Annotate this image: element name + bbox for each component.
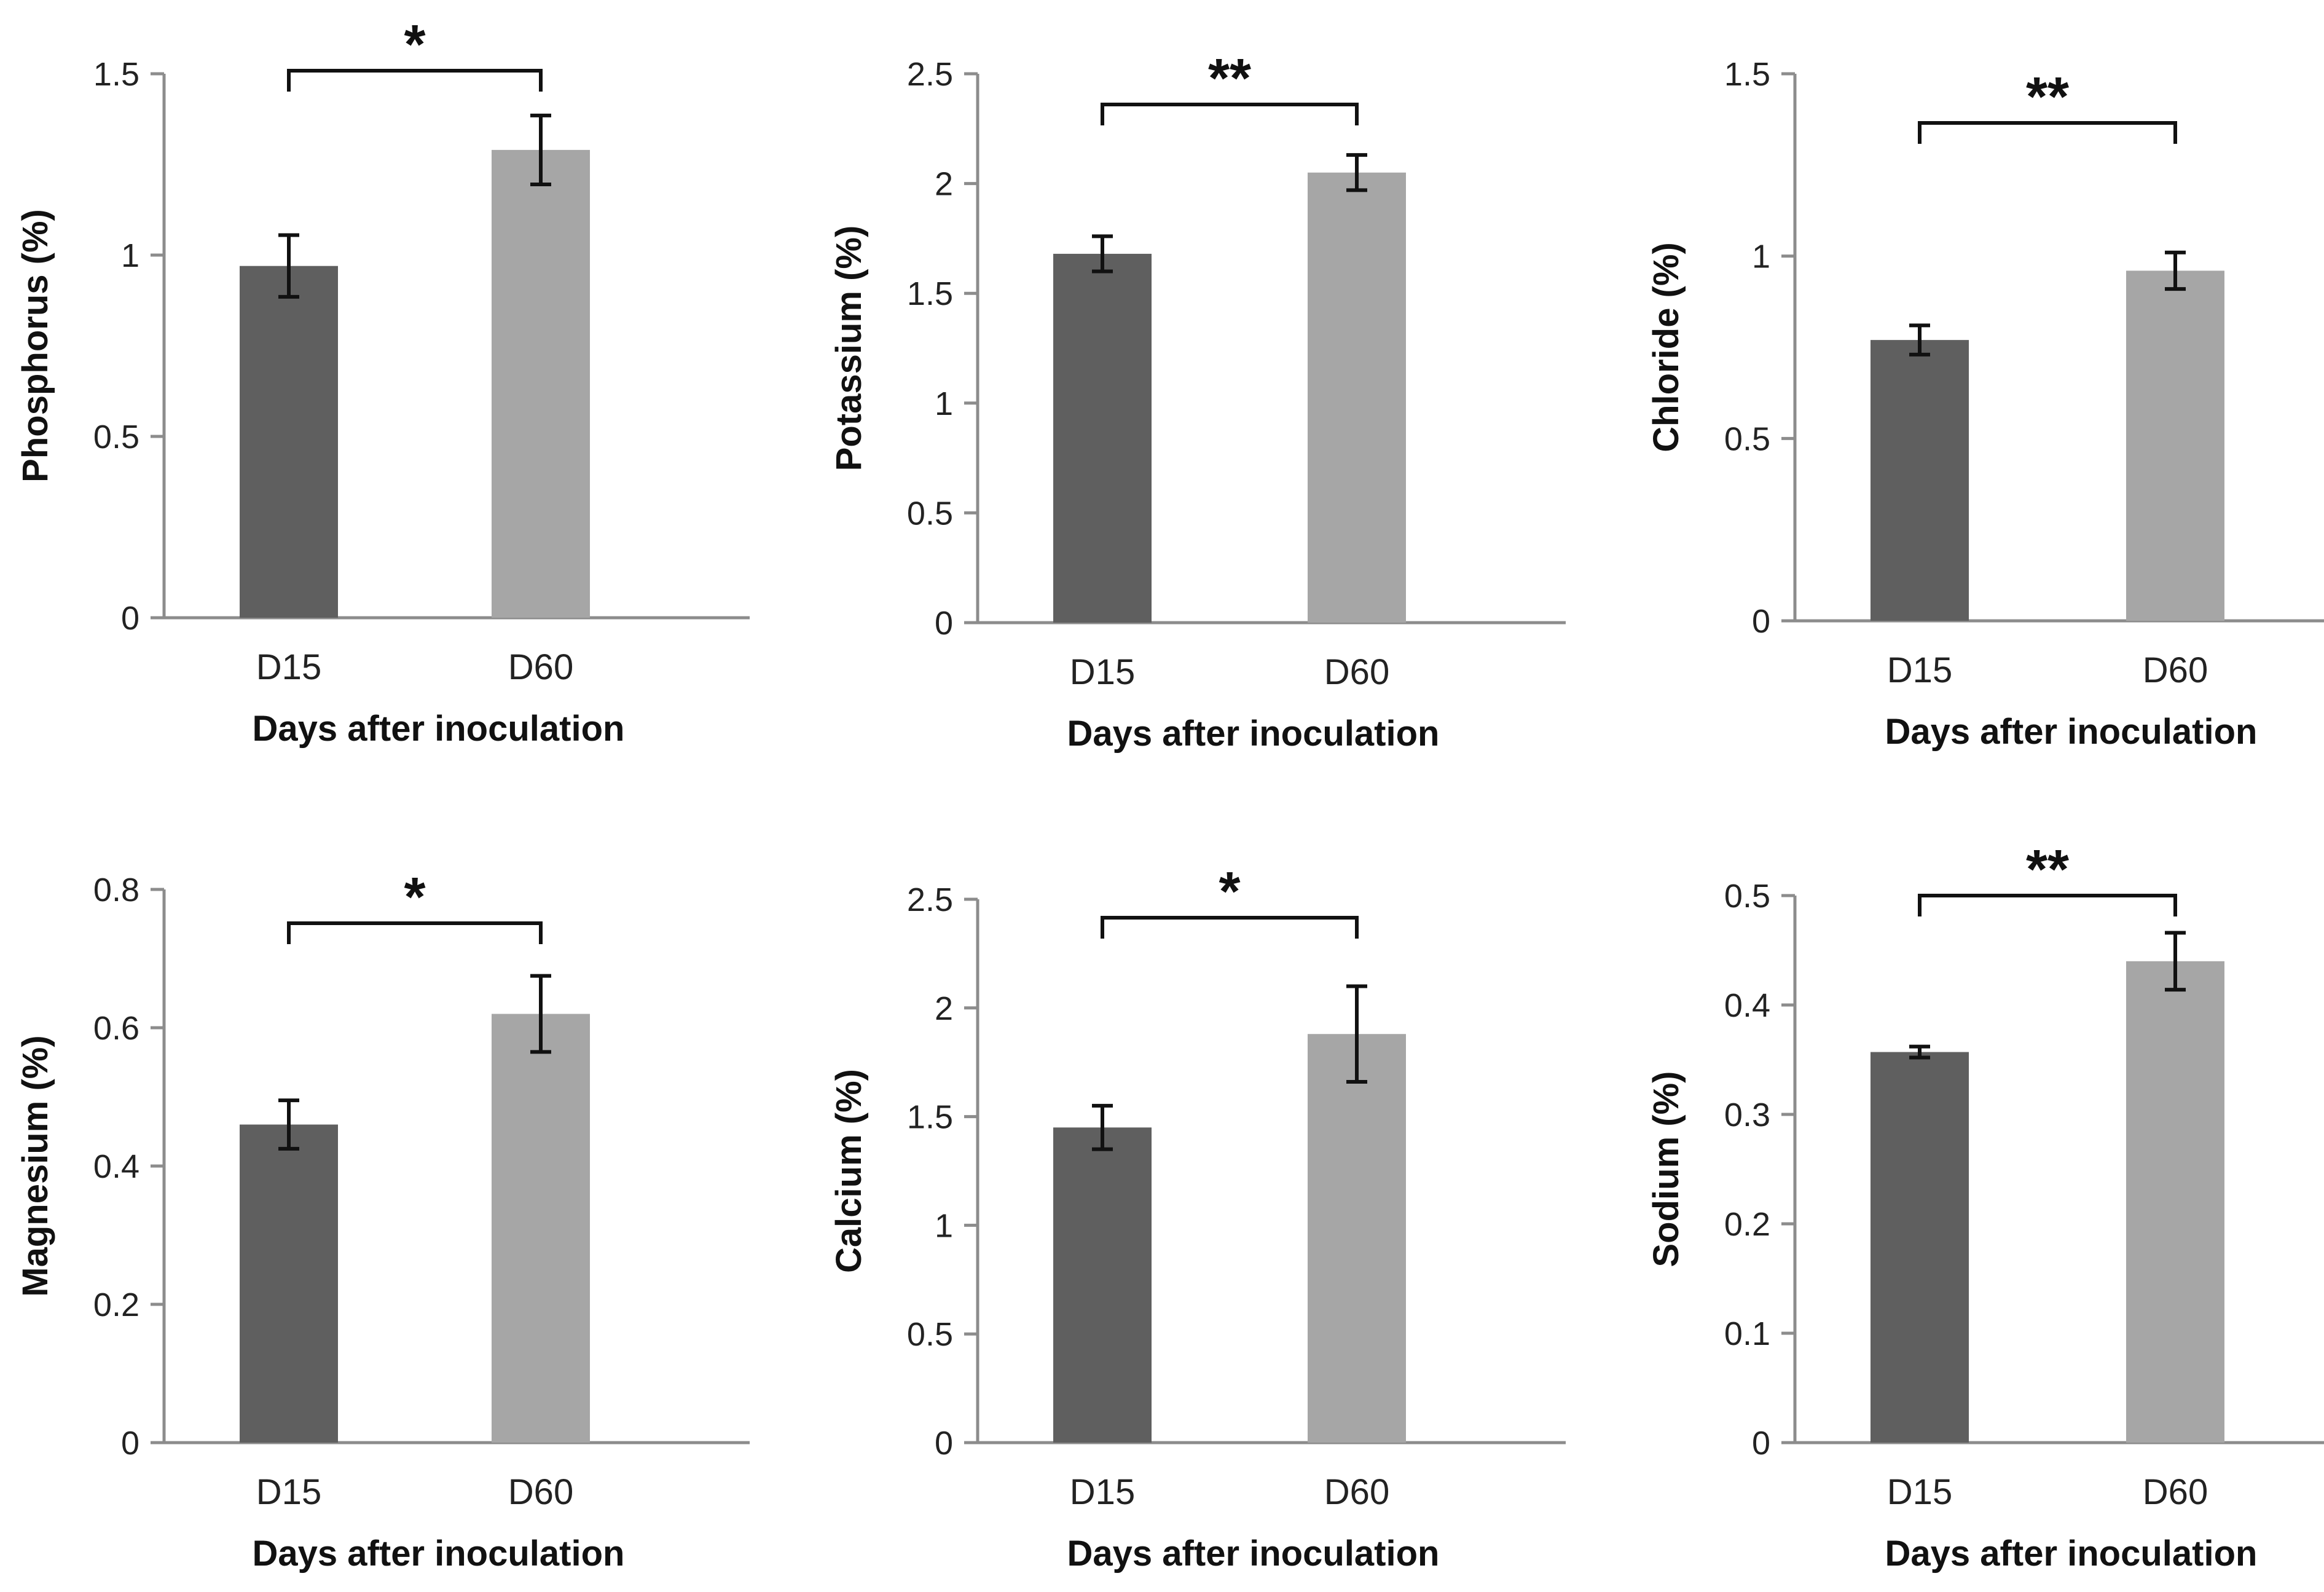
x-category-label: D15: [1070, 652, 1135, 692]
y-axis-title: Magnesium (%): [15, 1035, 55, 1296]
bar-d60: [492, 1014, 590, 1443]
error-bar: [1092, 1103, 1113, 1151]
x-category-label: D60: [1324, 652, 1389, 692]
chart-panel-3: 0 0.5 1 1.5 D15 D60 ** Days after inoculation Ch…: [1646, 56, 2324, 752]
significance-bracket: [287, 921, 543, 944]
y-tick-label: 2.5: [907, 881, 953, 918]
significance-marker: *: [404, 867, 425, 928]
y-tick-label: 0: [935, 1425, 953, 1462]
x-category-label: D15: [1070, 1472, 1135, 1512]
y-tick-label: 2: [935, 166, 953, 203]
x-axis-title: Days after inoculation: [253, 1534, 625, 1574]
bar-d60: [2126, 961, 2224, 1443]
y-tick-label: 1.5: [907, 275, 953, 312]
chart-panel-2: 0 0.5 1 1.5 2 2.5 D15 D60 ** Days after inoculati…: [829, 48, 1566, 754]
x-axis-title: Days after inoculation: [1067, 714, 1440, 754]
y-tick-label: 0: [935, 605, 953, 642]
y-tick-label: 0.2: [1724, 1206, 1770, 1243]
x-category-label: D60: [2143, 650, 2208, 690]
bar-d60: [2126, 270, 2224, 621]
bar-d15: [240, 266, 338, 618]
error-bar: [278, 1098, 299, 1151]
y-tick-label: 1.5: [1724, 56, 1770, 93]
bar-d60: [492, 149, 590, 618]
bar-d60: [1308, 1034, 1406, 1443]
x-category-label: D60: [1324, 1472, 1389, 1512]
y-tick-label: 0.2: [93, 1287, 139, 1323]
y-tick-label: 0.8: [93, 872, 139, 908]
bar-d15: [1871, 1052, 1969, 1443]
bar-d15: [1871, 340, 1969, 621]
x-axis-title: Days after inoculation: [1885, 712, 2258, 752]
significance-marker: **: [1208, 48, 1251, 109]
significance-marker: *: [404, 14, 425, 76]
y-axis-title: Chloride (%): [1646, 242, 1686, 452]
x-category-label: D60: [508, 647, 573, 687]
y-axis-title: Sodium (%): [1646, 1071, 1686, 1267]
y-tick-label: 0.5: [93, 419, 139, 455]
bar-d60: [1308, 172, 1406, 623]
y-tick-label: 0.5: [1724, 878, 1770, 915]
y-tick-label: 0.5: [907, 1316, 953, 1353]
y-tick-label: 0: [121, 1425, 139, 1462]
y-tick-label: 0.4: [93, 1148, 139, 1185]
x-category-label: D15: [1887, 650, 1952, 690]
error-bar: [278, 233, 299, 299]
significance-bracket: [1918, 121, 2177, 144]
y-tick-label: 1.5: [907, 1099, 953, 1136]
y-tick-label: 2.5: [907, 56, 953, 93]
significance-marker: **: [2026, 839, 2069, 900]
y-tick-label: 1: [1752, 238, 1770, 275]
significance-bracket: [1101, 916, 1359, 939]
y-tick-label: 0.1: [1724, 1315, 1770, 1352]
y-tick-label: 0.5: [907, 495, 953, 532]
x-category-label: D15: [256, 647, 321, 687]
y-tick-label: 2: [935, 990, 953, 1027]
error-bar: [2165, 931, 2186, 992]
bar-d15: [1053, 1127, 1152, 1443]
bar-d15: [240, 1124, 338, 1443]
error-bar: [1909, 323, 1930, 357]
y-tick-label: 1: [935, 1207, 953, 1244]
y-tick-label: 0.6: [93, 1010, 139, 1047]
significance-marker: **: [2026, 66, 2069, 128]
chart-panel-6: 0 0.1 0.2 0.3 0.4 0.5 D15 D60 ** Days after inocu…: [1646, 839, 2324, 1574]
bar-d15: [1053, 253, 1152, 623]
y-tick-label: 0: [121, 600, 139, 637]
significance-bracket: [287, 69, 543, 92]
y-axis-title: Potassium (%): [829, 226, 869, 471]
y-axis-title: Calcium (%): [829, 1069, 869, 1273]
chart-panel-5: 0 0.5 1 1.5 2 2.5 D15 D60 * Days after inoculatio…: [829, 861, 1566, 1574]
y-tick-label: 0.5: [1724, 420, 1770, 457]
error-bar: [1346, 984, 1367, 1084]
x-axis-title: Days after inoculation: [1885, 1534, 2258, 1574]
error-bar: [2165, 250, 2186, 291]
error-bar: [530, 113, 551, 186]
error-bar: [1909, 1044, 1930, 1060]
x-axis-title: Days after inoculation: [1067, 1534, 1440, 1574]
y-tick-label: 1: [121, 237, 139, 274]
x-category-label: D60: [508, 1472, 573, 1512]
significance-bracket: [1101, 103, 1359, 125]
x-axis-title: Days after inoculation: [253, 709, 625, 749]
error-bar: [1346, 153, 1367, 192]
chart-panel-1: 0 0.5 1 1.5 D15 D60 * Days after inoculation Pho…: [15, 14, 750, 749]
y-tick-label: 1: [935, 385, 953, 422]
y-tick-label: 0: [1752, 603, 1770, 640]
x-category-label: D60: [2143, 1472, 2208, 1512]
y-tick-label: 0: [1752, 1425, 1770, 1462]
significance-bracket: [1918, 894, 2177, 916]
x-category-label: D15: [1887, 1472, 1952, 1512]
chart-panel-4: 0 0.2 0.4 0.6 0.8 D15 D60 * Days after inoculati…: [15, 867, 750, 1574]
x-category-label: D15: [256, 1472, 321, 1512]
error-bar: [1092, 234, 1113, 274]
y-axis-title: Phosphorus (%): [15, 209, 55, 483]
significance-marker: *: [1219, 861, 1240, 923]
y-tick-label: 0.3: [1724, 1097, 1770, 1133]
y-tick-label: 0.4: [1724, 987, 1770, 1024]
y-tick-label: 1.5: [93, 56, 139, 93]
error-bar: [530, 974, 551, 1054]
